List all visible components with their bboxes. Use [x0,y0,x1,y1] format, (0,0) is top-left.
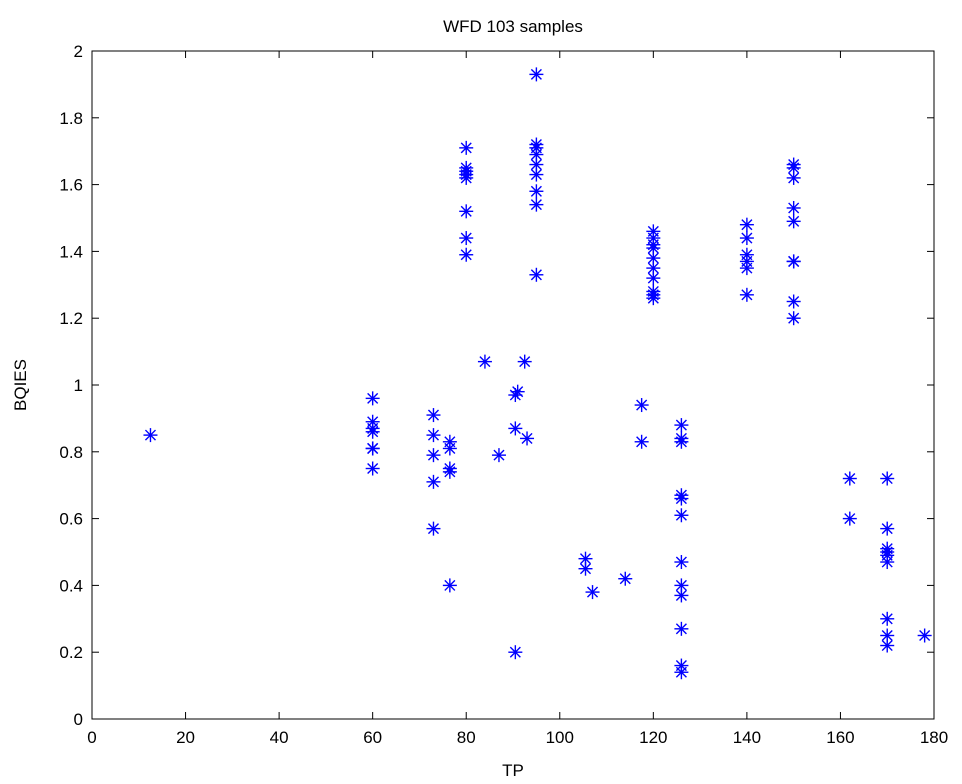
data-point [880,521,895,536]
y-tick-label: 0 [74,710,83,729]
data-points [143,67,932,680]
y-tick-label: 1 [74,376,83,395]
y-tick-label: 1.8 [59,109,83,128]
data-point [634,398,649,413]
x-tick-label: 20 [176,728,195,747]
data-point [739,217,754,232]
data-point [585,585,600,600]
data-point [517,354,532,369]
y-tick-label: 1.2 [59,309,83,328]
data-point [459,170,474,185]
data-point [459,247,474,262]
data-point [426,521,441,536]
data-point [674,491,689,506]
x-tick-label: 80 [457,728,476,747]
data-point [365,424,380,439]
data-point [459,231,474,246]
data-point [442,578,457,593]
data-point [491,448,506,463]
data-point [674,588,689,603]
data-point [459,140,474,155]
data-point [646,291,661,306]
data-point [618,571,633,586]
chart-title: WFD 103 samples [443,17,583,36]
data-point [786,200,801,215]
data-point [739,231,754,246]
data-point [739,261,754,276]
y-tick-label: 0.6 [59,510,83,529]
data-point [529,197,544,212]
data-point [674,665,689,680]
data-point [880,638,895,653]
axis-ticks [91,50,935,720]
data-point [459,204,474,219]
data-point [426,448,441,463]
data-point [365,441,380,456]
x-axis-title: TP [502,761,524,780]
data-point [786,254,801,269]
y-tick-label: 0.4 [59,576,83,595]
data-point [880,471,895,486]
data-point [529,184,544,199]
data-point [674,621,689,636]
plot-area [91,50,935,720]
y-tick-label: 0.8 [59,443,83,462]
data-point [842,471,857,486]
data-point [529,67,544,82]
y-axis-title: BQIES [11,359,30,411]
x-tick-label: 60 [363,728,382,747]
data-point [674,578,689,593]
data-point [365,391,380,406]
data-point [646,271,661,286]
x-tick-label: 0 [87,728,96,747]
y-tick-label: 1.4 [59,242,83,261]
x-tick-label: 140 [733,728,761,747]
x-tick-label: 100 [546,728,574,747]
data-point [674,434,689,449]
x-tick-label: 180 [920,728,948,747]
data-point [578,561,593,576]
data-point [674,508,689,523]
y-tick-label: 1.6 [59,176,83,195]
data-point [442,441,457,456]
data-point [880,611,895,626]
data-point [143,428,158,443]
data-point [426,428,441,443]
x-tick-label: 120 [639,728,667,747]
y-tick-labels: 0 0.2 0.4 0.6 0.8 1 1.2 1.4 1.6 1.8 2 [59,42,83,729]
data-point [739,287,754,302]
data-point [786,214,801,229]
data-point [634,434,649,449]
data-point [529,167,544,182]
data-point [426,474,441,489]
data-point [477,354,492,369]
x-tick-labels: 0 20 40 60 80 100 120 140 160 180 [87,728,948,747]
data-point [674,555,689,570]
data-point [842,511,857,526]
data-point [786,294,801,309]
data-point [508,645,523,660]
data-point [786,170,801,185]
x-tick-label: 160 [826,728,854,747]
data-point [917,628,932,643]
y-tick-label: 2 [74,42,83,61]
data-point [880,555,895,570]
data-point [674,418,689,433]
data-point [508,421,523,436]
data-point [520,431,535,446]
data-point [442,464,457,479]
data-point [426,408,441,423]
data-point [510,384,525,399]
data-point [786,311,801,326]
x-tick-label: 40 [270,728,289,747]
data-point [529,267,544,282]
data-point [365,461,380,476]
y-tick-label: 0.2 [59,643,83,662]
